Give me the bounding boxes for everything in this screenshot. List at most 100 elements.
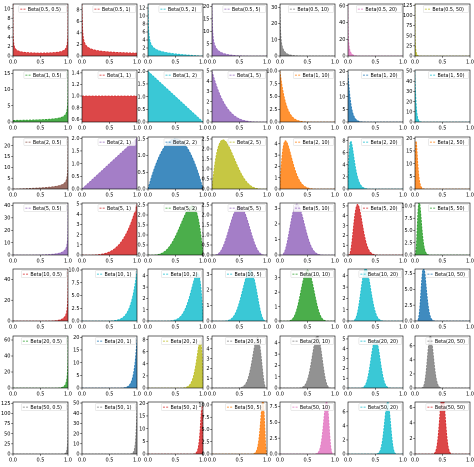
panel-1-0: 0 5 10 15 0.0 0.5 1.0 Beta(1, 0.5) (4, 69, 72, 132)
x-tick-label: 1.0 (64, 259, 72, 265)
y-tick-label: 0 (274, 386, 277, 392)
legend-box (361, 138, 402, 146)
legend: Beta(5, 5) (227, 204, 266, 212)
x-tick-label: 0.0 (276, 60, 284, 66)
panel-5-4: 0 1 2 3 4 0.0 0.5 1.0 Beta(20, 10) (274, 335, 339, 398)
y-tick-label: 0 (206, 120, 209, 126)
panel-1-3: 0 1 2 3 4 5 0.0 0.5 1.0 Beta(1, 5) (206, 69, 271, 132)
y-tick-label: 4 (409, 421, 412, 427)
y-tick-label: 20 (4, 298, 10, 304)
legend: Beta(10, 2) (161, 270, 202, 278)
panel-6-3: 0.0 2.5 5.0 7.5 10.0 0.0 0.5 1.0 Beta(50, 5) (198, 401, 271, 464)
x-tick-label: 0.5 (439, 126, 447, 132)
panel-6-5: 0 2 4 6 0.0 0.5 1.0 Beta(50, 20) (342, 401, 407, 464)
density-fill (148, 406, 203, 454)
panel-0-0: 0 2 4 6 8 10 0.0 0.5 1.0 Beta(0.5, 0.5) (4, 3, 72, 66)
x-tick-label: 0.0 (9, 60, 17, 66)
y-tick-label: 2 (274, 222, 277, 228)
panel-4-3: 0 1 2 3 0.0 0.5 1.0 Beta(10, 5) (206, 268, 271, 331)
legend-box (293, 71, 334, 79)
density-fill (280, 71, 335, 122)
y-tick-label: 0 (7, 187, 10, 193)
x-tick-label: 1.0 (399, 193, 407, 199)
x-tick-label: 0.0 (344, 259, 352, 265)
density-fill (348, 141, 403, 189)
density-outline (148, 205, 203, 255)
legend-label: Beta(10, 2) (170, 272, 197, 278)
panel-5-3: 0 1 2 3 4 5 0.0 0.5 1.0 Beta(20, 5) (206, 335, 271, 398)
legend-box (23, 71, 67, 79)
x-tick-label: 0.5 (236, 325, 244, 331)
legend-box (227, 71, 266, 79)
legend-label: Beta(2, 1) (107, 140, 131, 146)
density-fill (280, 270, 335, 321)
y-tick-label: 0 (206, 319, 209, 325)
x-tick-label: 0.5 (172, 458, 180, 464)
panel-1-1: 0.6 0.8 1.0 1.2 1.4 0.0 0.5 1.0 Beta(1, 1) (72, 69, 141, 132)
legend-label: Beta(10, 10) (300, 272, 330, 278)
x-tick-label: 0.0 (9, 126, 17, 132)
x-tick-label: 0.0 (144, 458, 152, 464)
legend-box (290, 270, 334, 278)
y-tick-label: 0 (342, 253, 345, 259)
y-tick-label: 10.0 (266, 69, 277, 75)
x-tick-label: 0.0 (144, 193, 152, 199)
x-tick-label: 0.5 (439, 193, 447, 199)
y-tick-label: 2.5 (202, 137, 210, 143)
density-fill (212, 205, 267, 255)
legend: Beta(1, 20) (361, 71, 402, 79)
legend: Beta(0.5, 0.5) (18, 5, 67, 13)
y-tick-label: 3 (274, 275, 277, 281)
density-fill (148, 71, 203, 122)
y-tick-label: 5 (342, 337, 345, 343)
x-tick-label: 0.5 (37, 259, 45, 265)
y-tick-label: 0 (274, 319, 277, 325)
legend-label: Beta(2, 0.5) (33, 140, 62, 146)
density-fill (280, 336, 335, 388)
legend-label: Beta(0.5, 50) (432, 7, 464, 13)
y-tick-label: 0.5 (202, 243, 210, 249)
y-tick-label: 4 (142, 273, 145, 279)
x-tick-label: 1.0 (64, 126, 72, 132)
y-tick-label: 3 (206, 89, 209, 95)
y-tick-label: 1.2 (72, 82, 80, 88)
x-tick-label: 0.5 (37, 126, 45, 132)
y-tick-label: 0.0 (72, 319, 80, 325)
x-tick-label: 0.5 (37, 325, 45, 331)
x-tick-label: 0.5 (236, 259, 244, 265)
legend-box (163, 71, 202, 79)
panel-6-6: 0 2 4 6 0.0 0.5 1.0 Beta(50, 50) (409, 401, 474, 464)
x-tick-label: 1.0 (331, 60, 339, 66)
y-tick-label: 10 (406, 110, 412, 116)
y-tick-label: 50 (73, 401, 79, 407)
y-tick-label: 0 (409, 54, 412, 60)
x-tick-label: 1.0 (466, 392, 474, 398)
x-tick-label: 0.0 (344, 392, 352, 398)
legend: Beta(2, 20) (361, 138, 402, 146)
density-outline (280, 140, 335, 189)
y-tick-label: 3 (342, 223, 345, 229)
x-tick-label: 0.5 (304, 259, 312, 265)
x-tick-label: 0.5 (439, 325, 447, 331)
x-tick-label: 0.0 (276, 325, 284, 331)
density-fill (348, 71, 403, 122)
panel-2-3: 0.0 0.5 1.0 1.5 2.0 2.5 0.0 0.5 1.0 Beta(2, 5) (202, 137, 271, 199)
legend: Beta(1, 5) (227, 71, 266, 79)
x-tick-label: 1.0 (399, 126, 407, 132)
x-tick-label: 1.0 (331, 126, 339, 132)
y-tick-label: 5.0 (202, 427, 210, 433)
y-tick-label: 2 (206, 366, 209, 372)
x-tick-label: 0.5 (372, 325, 380, 331)
legend: Beta(20, 10) (290, 337, 334, 345)
legend-label: Beta(0.5, 1) (102, 7, 131, 13)
y-tick-label: 1 (76, 243, 79, 249)
panel-3-0: 0 10 20 30 40 0.0 0.5 1.0 Beta(5, 0.5) (4, 202, 72, 265)
y-tick-label: 4 (142, 362, 145, 368)
panel-0-6: 0 25 50 75 100 125 0.0 0.5 1.0 Beta(0.5, 50) (403, 3, 474, 66)
density-fill (348, 338, 403, 388)
y-tick-label: 75 (4, 421, 10, 427)
legend-label: Beta(2, 10) (302, 140, 329, 146)
y-tick-label: 0 (409, 187, 412, 193)
density-outline (212, 269, 267, 321)
legend-label: Beta(5, 0.5) (33, 206, 62, 212)
